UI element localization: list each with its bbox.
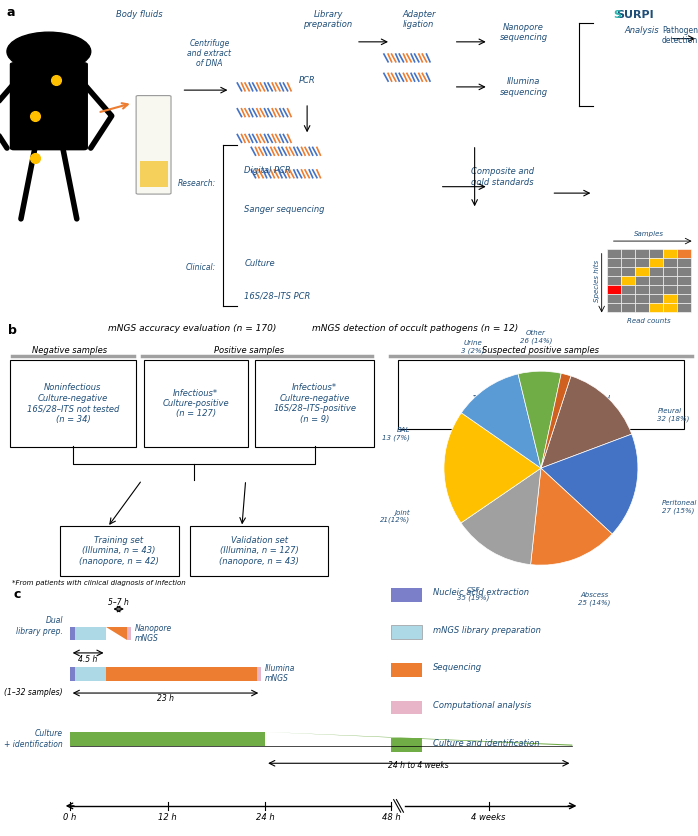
Text: Research:: Research:: [178, 179, 216, 188]
FancyBboxPatch shape: [190, 526, 328, 576]
Text: Training set
(Illumina, n = 43)
(nanopore, n = 42): Training set (Illumina, n = 43) (nanopor…: [79, 536, 159, 566]
Text: Adapter
ligation: Adapter ligation: [402, 10, 436, 29]
Bar: [140, 161, 168, 186]
Bar: [663, 294, 677, 303]
Bar: [621, 294, 635, 303]
Text: Peritoneal
27 (15%): Peritoneal 27 (15%): [662, 500, 697, 513]
Text: Digital PCR: Digital PCR: [244, 166, 291, 175]
Text: Analysis: Analysis: [625, 26, 660, 35]
Text: 23 h: 23 h: [157, 694, 174, 703]
Bar: [106, 667, 257, 681]
Wedge shape: [541, 376, 632, 468]
FancyBboxPatch shape: [255, 360, 374, 447]
Text: Culture and identification: Culture and identification: [433, 739, 540, 747]
Text: Samples: Samples: [634, 232, 664, 237]
Text: a: a: [7, 7, 15, 19]
Bar: [391, 588, 422, 602]
Text: mNGS accuracy evaluation (n = 170): mNGS accuracy evaluation (n = 170): [107, 324, 276, 334]
Bar: [649, 249, 663, 258]
Text: Composite and
gold standards: Composite and gold standards: [471, 167, 534, 186]
FancyBboxPatch shape: [10, 360, 136, 447]
Bar: [649, 268, 663, 276]
Wedge shape: [444, 413, 541, 523]
Wedge shape: [541, 374, 571, 468]
Text: Illumina
sequencing: Illumina sequencing: [500, 77, 547, 97]
Bar: [649, 258, 663, 268]
Bar: [607, 276, 621, 285]
Bar: [621, 285, 635, 294]
Bar: [677, 249, 691, 258]
Bar: [127, 627, 131, 640]
Text: Sanger sequencing: Sanger sequencing: [244, 205, 325, 214]
Bar: [677, 258, 691, 268]
Text: 4.5 h: 4.5 h: [78, 655, 98, 665]
Bar: [635, 285, 649, 294]
Text: Urine
3 (2%): Urine 3 (2%): [461, 340, 484, 354]
Bar: [635, 258, 649, 268]
Text: Infectious*
Culture-negative
16/28–ITS-negative or not tested
n = 12: Infectious* Culture-negative 16/28–ITS-n…: [472, 375, 610, 415]
Bar: [391, 625, 422, 639]
Text: Abscess
25 (14%): Abscess 25 (14%): [578, 593, 611, 606]
Text: 5–7 h: 5–7 h: [108, 598, 129, 607]
Bar: [635, 268, 649, 276]
Text: Clinical:: Clinical:: [186, 263, 216, 272]
Bar: [621, 276, 635, 285]
Bar: [677, 285, 691, 294]
Text: Illumina
mNGS: Illumina mNGS: [265, 664, 295, 683]
Bar: [75, 627, 106, 640]
Bar: [391, 738, 422, 752]
Text: PCR: PCR: [299, 76, 315, 85]
Text: Sequencing: Sequencing: [433, 664, 482, 672]
Bar: [663, 249, 677, 258]
Bar: [621, 303, 635, 312]
Bar: [607, 303, 621, 312]
Text: Nanopore
mNGS: Nanopore mNGS: [134, 624, 172, 643]
Bar: [663, 303, 677, 312]
Text: 24 h to 4 weeks: 24 h to 4 weeks: [388, 761, 450, 770]
Bar: [635, 276, 649, 285]
FancyBboxPatch shape: [144, 360, 248, 447]
Bar: [607, 268, 621, 276]
Text: Validation set
(Illumina, n = 127)
(nanopore, n = 43): Validation set (Illumina, n = 127) (nano…: [219, 536, 299, 566]
Bar: [663, 285, 677, 294]
Text: b: b: [8, 324, 17, 338]
Text: Joint
21(12%): Joint 21(12%): [380, 510, 410, 523]
Text: S: S: [614, 10, 622, 20]
Bar: [663, 276, 677, 285]
Bar: [621, 249, 635, 258]
Text: 0 h: 0 h: [64, 813, 76, 823]
Bar: [677, 268, 691, 276]
Text: 16S/28–ITS PCR: 16S/28–ITS PCR: [244, 292, 311, 301]
Bar: [635, 303, 649, 312]
Bar: [635, 294, 649, 303]
Circle shape: [7, 32, 91, 71]
Bar: [649, 294, 663, 303]
Text: Nanopore
sequencing: Nanopore sequencing: [500, 23, 547, 42]
Bar: [391, 701, 422, 714]
Text: CSF
35 (19%): CSF 35 (19%): [457, 588, 489, 601]
FancyBboxPatch shape: [136, 95, 171, 194]
Text: 48 h: 48 h: [382, 813, 400, 823]
Text: Pleural
32 (18%): Pleural 32 (18%): [658, 408, 690, 421]
Bar: [635, 249, 649, 258]
Text: Library
preparation: Library preparation: [304, 10, 352, 29]
Bar: [607, 258, 621, 268]
Wedge shape: [461, 468, 541, 564]
Text: SURPI: SURPI: [616, 10, 654, 20]
Text: Suspected positive samples: Suspected positive samples: [482, 345, 600, 354]
Bar: [663, 258, 677, 268]
Text: Nucleic acid extraction: Nucleic acid extraction: [433, 589, 529, 597]
Text: BAL
13 (7%): BAL 13 (7%): [383, 427, 410, 441]
Text: mNGS detection of occult pathogens (n = 12): mNGS detection of occult pathogens (n = …: [312, 324, 519, 334]
Text: Body fluids: Body fluids: [117, 10, 163, 18]
Bar: [607, 249, 621, 258]
Text: c: c: [14, 588, 22, 601]
Wedge shape: [530, 468, 612, 565]
Bar: [70, 732, 265, 746]
Wedge shape: [461, 374, 541, 468]
Bar: [75, 667, 106, 681]
Text: 24 h: 24 h: [256, 813, 274, 823]
Text: Pathogen
detection: Pathogen detection: [662, 26, 698, 45]
Text: Culture
+ identification: Culture + identification: [4, 729, 63, 748]
Polygon shape: [265, 732, 572, 746]
